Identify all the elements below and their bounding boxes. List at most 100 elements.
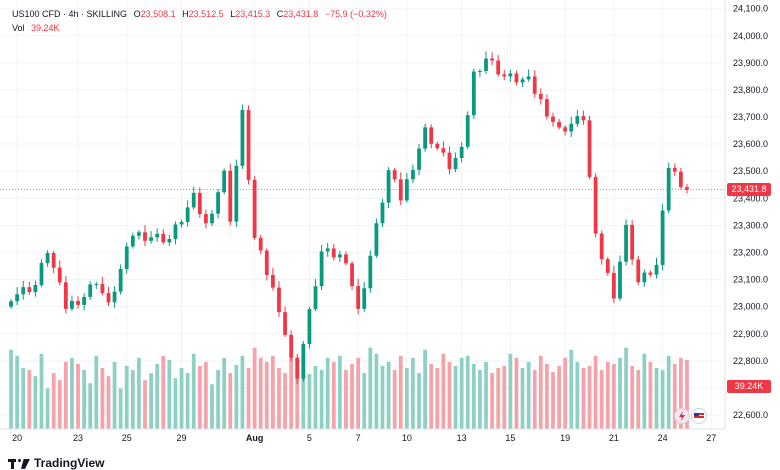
volume-bar: [137, 357, 141, 429]
volume-bar: [51, 373, 56, 429]
candle-body: [210, 213, 214, 224]
price-tick-label: 23,500.0: [733, 166, 768, 176]
volume-bar: [185, 373, 190, 429]
candle-body: [63, 282, 68, 309]
volume-bar: [161, 355, 166, 429]
time-tick-label: 20: [12, 433, 22, 443]
last-volume-tag: 39.24K: [727, 380, 771, 393]
price-axis[interactable]: 24,100.0 24,000.0 23,900.0 23,800.0 23,700.0…: [733, 4, 768, 420]
time-tick-label: Aug: [246, 433, 264, 443]
candle-body: [478, 71, 482, 73]
high-value: 23,512.5: [188, 9, 224, 19]
volume-bar: [453, 365, 458, 429]
volume-bar: [325, 357, 330, 429]
volume-bar: [118, 388, 123, 429]
volume-bar: [106, 376, 111, 429]
candle-body: [191, 192, 196, 208]
candle-body: [130, 235, 135, 247]
time-axis[interactable]: 20 23 25 29 Aug 5 7 10 13 15 19 21 24 27: [12, 433, 716, 443]
lightning-icon[interactable]: [674, 408, 690, 424]
volume-bar: [228, 373, 233, 429]
volume-bar: [484, 361, 488, 429]
candle-body: [484, 58, 488, 72]
candle-body: [685, 187, 689, 190]
candle-body: [435, 143, 440, 149]
candle-body: [362, 288, 367, 309]
candle-body: [404, 179, 409, 201]
volume-bar: [167, 359, 172, 429]
candle-body: [234, 165, 239, 222]
volume-bar: [270, 355, 275, 429]
volume-bar: [197, 365, 202, 429]
volume-bar: [508, 353, 513, 429]
candle-body: [453, 157, 458, 170]
candle-body: [319, 251, 324, 287]
candle-body: [350, 263, 354, 287]
volume-bar: [337, 355, 342, 429]
low-label: L: [230, 9, 236, 19]
tradingview-logo-icon: [8, 458, 30, 469]
candle-body: [21, 287, 26, 295]
price-tick-label: 23,000.0: [733, 302, 768, 312]
tradingview-logo[interactable]: TradingView: [8, 456, 104, 470]
volume-bar: [490, 373, 494, 429]
volume-bar: [441, 353, 446, 429]
candle-body: [538, 93, 543, 100]
candle-body: [551, 116, 555, 122]
volume-bar: [344, 370, 348, 429]
volume-bar: [179, 368, 184, 429]
price-tick-label: 22,600.0: [733, 410, 768, 420]
symbol-label[interactable]: US100 CFD · 4h · SKILLING: [12, 9, 128, 19]
volume-bar: [465, 355, 470, 429]
volume-bars: [9, 347, 689, 429]
flag-icon[interactable]: [691, 408, 707, 424]
price-tick-label: 23,300.0: [733, 220, 768, 230]
time-tick-label: 15: [505, 433, 515, 443]
volume-bar: [642, 353, 647, 429]
last-price-tag: 23,431.8: [727, 183, 771, 197]
volume-bar: [210, 384, 214, 429]
candle-body: [526, 76, 531, 80]
candle-body: [654, 264, 659, 275]
volume-bar: [130, 370, 135, 429]
candle-body: [155, 233, 160, 238]
volume-bar: [447, 361, 452, 429]
candle-body: [143, 232, 147, 241]
volume-bar: [575, 361, 580, 429]
candle-body: [587, 120, 592, 177]
volume-bar: [88, 383, 93, 429]
volume-bar: [82, 370, 87, 429]
candle-body: [264, 250, 269, 275]
candle-body: [258, 237, 263, 251]
volume-bar: [319, 370, 324, 429]
candle-body: [222, 170, 227, 193]
volume-bar: [605, 361, 610, 429]
candle-body: [331, 248, 336, 258]
volume-bar: [100, 368, 105, 429]
candle-body: [344, 254, 348, 264]
candle-body: [325, 248, 330, 252]
low-value: 23,415.3: [235, 9, 271, 19]
time-tick-label: 23: [73, 433, 83, 443]
candle-body: [356, 286, 361, 309]
price-tick-label: 23,800.0: [733, 85, 768, 95]
candle-body: [149, 237, 153, 241]
volume-bar: [356, 357, 361, 429]
candle-body: [76, 300, 80, 305]
volume-bar: [593, 355, 598, 429]
volume-bar: [545, 363, 549, 429]
candle-body: [118, 269, 123, 292]
candle-body: [611, 272, 616, 299]
volume-bar: [611, 363, 616, 429]
candle-body: [270, 274, 275, 288]
candle-body: [82, 296, 87, 305]
volume-bar: [398, 355, 403, 429]
candle-body: [216, 192, 220, 214]
volume-bar: [392, 370, 397, 429]
volume-bar: [386, 361, 391, 429]
price-tick-label: 23,600.0: [733, 139, 768, 149]
volume-bar: [191, 353, 196, 429]
volume-bar: [124, 365, 129, 429]
volume-bar: [362, 373, 367, 429]
